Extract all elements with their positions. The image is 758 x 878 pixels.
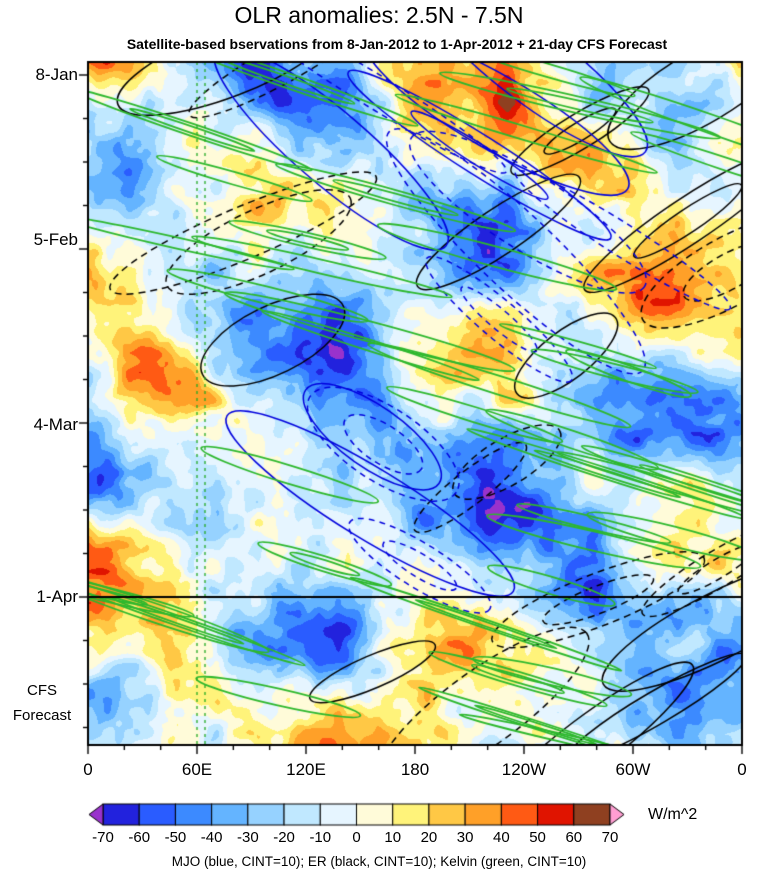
chart-title: OLR anomalies: 2.5N - 7.5N (234, 2, 524, 28)
colorbar-tick-label: -20 (273, 829, 295, 846)
x-tick-label: 180 (400, 760, 430, 779)
colorbar-tick-label: 70 (601, 829, 619, 846)
forecast-annotation-line1: CFS (27, 682, 57, 699)
y-tick-label: 5-Feb (33, 230, 78, 249)
colorbar-tick-label: 60 (565, 829, 583, 846)
colorbar-tick-label: 0 (352, 829, 361, 846)
y-tick-label: 8-Jan (35, 65, 78, 84)
colorbar-tick-label: 50 (529, 829, 546, 846)
colorbar-tick-label: -30 (237, 829, 259, 846)
x-tick-label: 60E (181, 760, 213, 779)
x-tick-label: 120W (501, 760, 547, 779)
x-tick-label: 0 (83, 760, 93, 779)
y-tick-label: 4-Mar (33, 415, 78, 434)
colorbar-units-label: W/m^2 (648, 806, 698, 823)
x-tick-label: 120E (286, 760, 326, 779)
x-tick-label: 60W (615, 760, 651, 779)
y-tick-label: 1-Apr (36, 587, 78, 606)
colorbar-tick-label: -70 (92, 829, 114, 846)
colorbar-tick-label: -40 (200, 829, 223, 846)
legend-caption: MJO (blue, CINT=10); ER (black, CINT=10)… (171, 854, 587, 869)
chart-subtitle: Satellite-based bservations from 8-Jan-2… (126, 36, 668, 52)
forecast-annotation-line2: Forecast (12, 707, 72, 724)
colorbar-tick-label: -50 (164, 829, 187, 846)
colorbar-tick-label: 10 (384, 829, 402, 846)
colorbar-tick-label: 20 (420, 829, 438, 846)
colorbar-tick-label: 30 (456, 829, 474, 846)
colorbar-tick-label: 40 (493, 829, 510, 846)
colorbar-tick-label: -60 (128, 829, 151, 846)
colorbar-tick-label: -10 (309, 829, 332, 846)
forecast-annotation: CFS Forecast (4, 678, 80, 728)
x-tick-label: 0 (737, 760, 747, 779)
